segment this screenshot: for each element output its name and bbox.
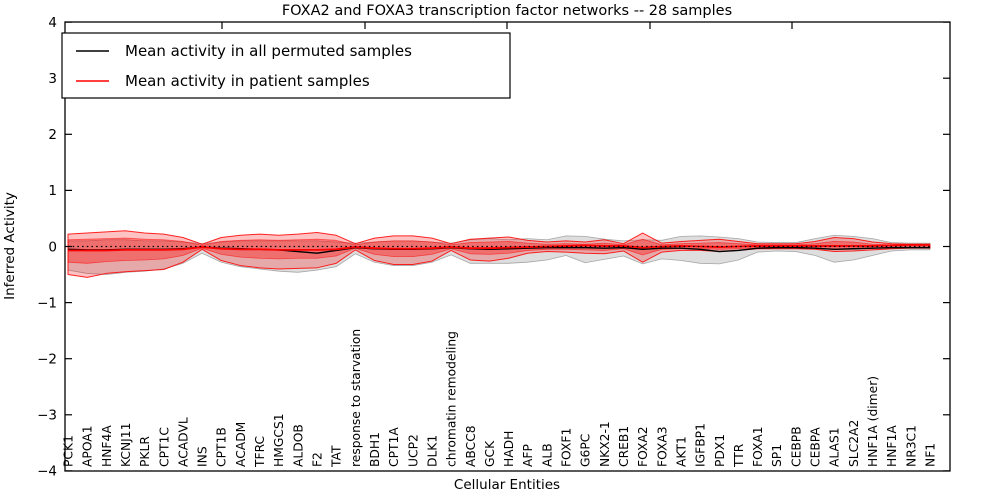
x-tick-label: PKLR xyxy=(138,436,152,467)
x-tick-label: TTR xyxy=(732,443,746,468)
band-permuted-spread xyxy=(67,234,931,275)
x-tick-label: HNF1A (dimer) xyxy=(866,376,880,467)
x-tick-label: HADH xyxy=(502,431,516,467)
legend-label-permuted: Mean activity in all permuted samples xyxy=(125,42,412,60)
y-tick-label: −2 xyxy=(37,352,57,368)
y-tick-label: 1 xyxy=(48,183,57,199)
legend: Mean activity in all permuted samples Me… xyxy=(61,32,511,99)
x-tick-label: BDH1 xyxy=(368,432,382,467)
x-tick-label: response to starvation xyxy=(349,329,363,467)
y-tick-label: −4 xyxy=(37,464,57,480)
x-tick-label: INS xyxy=(196,446,210,467)
x-tick-label: ALB xyxy=(540,443,554,467)
y-tick-label: 3 xyxy=(48,71,57,87)
x-tick-label: CREB1 xyxy=(617,426,631,467)
x-tick-label: PCK1 xyxy=(62,435,76,467)
x-axis-label: Cellular Entities xyxy=(454,477,560,493)
x-tick-label: HNF1A xyxy=(885,425,899,467)
x-tick-label: ABCC8 xyxy=(464,425,478,467)
x-tick-label: FOXF1 xyxy=(560,428,574,467)
x-tick-label: DLK1 xyxy=(425,435,439,467)
x-tick-label: FOXA1 xyxy=(751,426,765,467)
x-tick-label: IGFBP1 xyxy=(694,423,708,467)
x-tick-label: SLC2A2 xyxy=(847,420,861,467)
x-tick-label: SP1 xyxy=(770,444,784,467)
legend-label-patient: Mean activity in patient samples xyxy=(125,72,370,90)
x-tick-label: chromatin remodeling xyxy=(445,331,459,467)
x-tick-label: KCNJ11 xyxy=(119,423,133,467)
x-tick-label: HMGCS1 xyxy=(272,413,286,467)
x-tick-label: ACADVL xyxy=(176,417,190,467)
x-tick-label: TFRC xyxy=(253,436,267,468)
chart-title: FOXA2 and FOXA3 transcription factor net… xyxy=(282,3,732,19)
x-tick-label: ALAS1 xyxy=(828,427,842,467)
y-tick-label: −1 xyxy=(37,295,57,311)
y-tick-label: 4 xyxy=(48,15,57,31)
x-tick-label: CPT1B xyxy=(215,427,229,467)
x-tick-label: F2 xyxy=(311,452,325,467)
y-tick-label: −3 xyxy=(37,408,57,424)
x-tick-label: UCP2 xyxy=(406,434,420,467)
x-tick-label: APOA1 xyxy=(81,425,95,467)
x-tick-label: HNF4A xyxy=(100,425,114,467)
legend-box xyxy=(61,32,511,99)
y-axis-label: Inferred Activity xyxy=(2,192,18,300)
x-tick-label: GCK xyxy=(483,440,497,467)
axes-frame xyxy=(64,21,951,472)
x-tick-label: NKX2-1 xyxy=(598,421,612,467)
x-tick-label: CEBPA xyxy=(809,427,823,467)
x-tick-label: CPT1A xyxy=(387,427,401,467)
x-tick-label: PDX1 xyxy=(713,434,727,467)
plot-layers: 4 3 2 1 0 −1 −2 −3 −4 PCK1 APOA1 HNF4A KCNJ11 PKLR CPT… xyxy=(37,15,950,480)
x-tick-label: AFP xyxy=(521,444,535,467)
mean-line-patient xyxy=(68,243,930,252)
x-tick-label: NF1 xyxy=(923,443,937,467)
x-tick-label: FOXA3 xyxy=(655,426,669,467)
y-tick-label: 2 xyxy=(48,127,57,143)
x-tick-label: G6PC xyxy=(579,434,593,467)
x-tick-label: AKT1 xyxy=(674,436,688,467)
x-tick-label: CPT1C xyxy=(157,427,171,467)
x-tick-label: TAT xyxy=(330,445,344,468)
x-tick-label: ALDOB xyxy=(291,424,305,467)
x-tick-label: FOXA2 xyxy=(636,426,650,467)
x-tick-label: NR3C1 xyxy=(904,425,918,467)
x-tick-label: CEBPB xyxy=(789,426,803,467)
y-tick-label: 0 xyxy=(48,239,57,255)
x-tick-label: ACADM xyxy=(234,422,248,467)
